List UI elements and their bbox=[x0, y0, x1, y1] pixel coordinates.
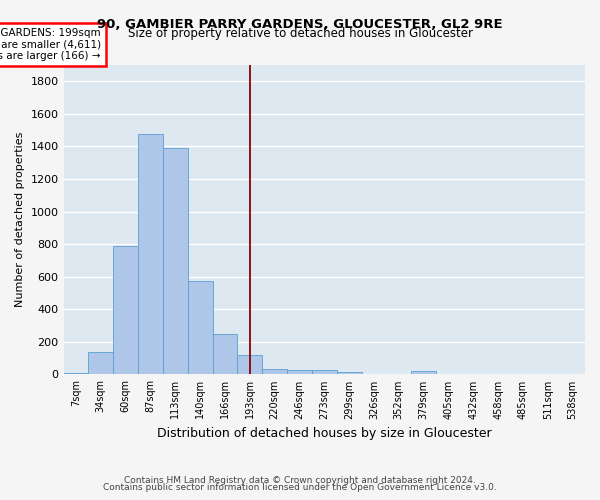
Text: 90 GAMBIER PARRY GARDENS: 199sqm
← 97% of detached houses are smaller (4,611)
3%: 90 GAMBIER PARRY GARDENS: 199sqm ← 97% o… bbox=[0, 28, 101, 61]
Bar bbox=[64, 373, 88, 374]
Text: Size of property relative to detached houses in Gloucester: Size of property relative to detached ho… bbox=[128, 28, 473, 40]
Bar bbox=[287, 370, 312, 374]
Y-axis label: Number of detached properties: Number of detached properties bbox=[15, 132, 25, 308]
Bar bbox=[138, 134, 163, 374]
Bar bbox=[163, 148, 188, 374]
Bar bbox=[88, 352, 113, 374]
Bar bbox=[411, 371, 436, 374]
Bar bbox=[262, 368, 287, 374]
Bar bbox=[113, 246, 138, 374]
X-axis label: Distribution of detached houses by size in Gloucester: Distribution of detached houses by size … bbox=[157, 427, 491, 440]
Bar bbox=[312, 370, 337, 374]
Bar bbox=[238, 355, 262, 374]
Bar bbox=[212, 334, 238, 374]
Bar bbox=[188, 281, 212, 374]
Bar bbox=[337, 372, 362, 374]
Text: 90, GAMBIER PARRY GARDENS, GLOUCESTER, GL2 9RE: 90, GAMBIER PARRY GARDENS, GLOUCESTER, G… bbox=[97, 18, 503, 30]
Text: Contains HM Land Registry data © Crown copyright and database right 2024.: Contains HM Land Registry data © Crown c… bbox=[124, 476, 476, 485]
Text: Contains public sector information licensed under the Open Government Licence v3: Contains public sector information licen… bbox=[103, 484, 497, 492]
